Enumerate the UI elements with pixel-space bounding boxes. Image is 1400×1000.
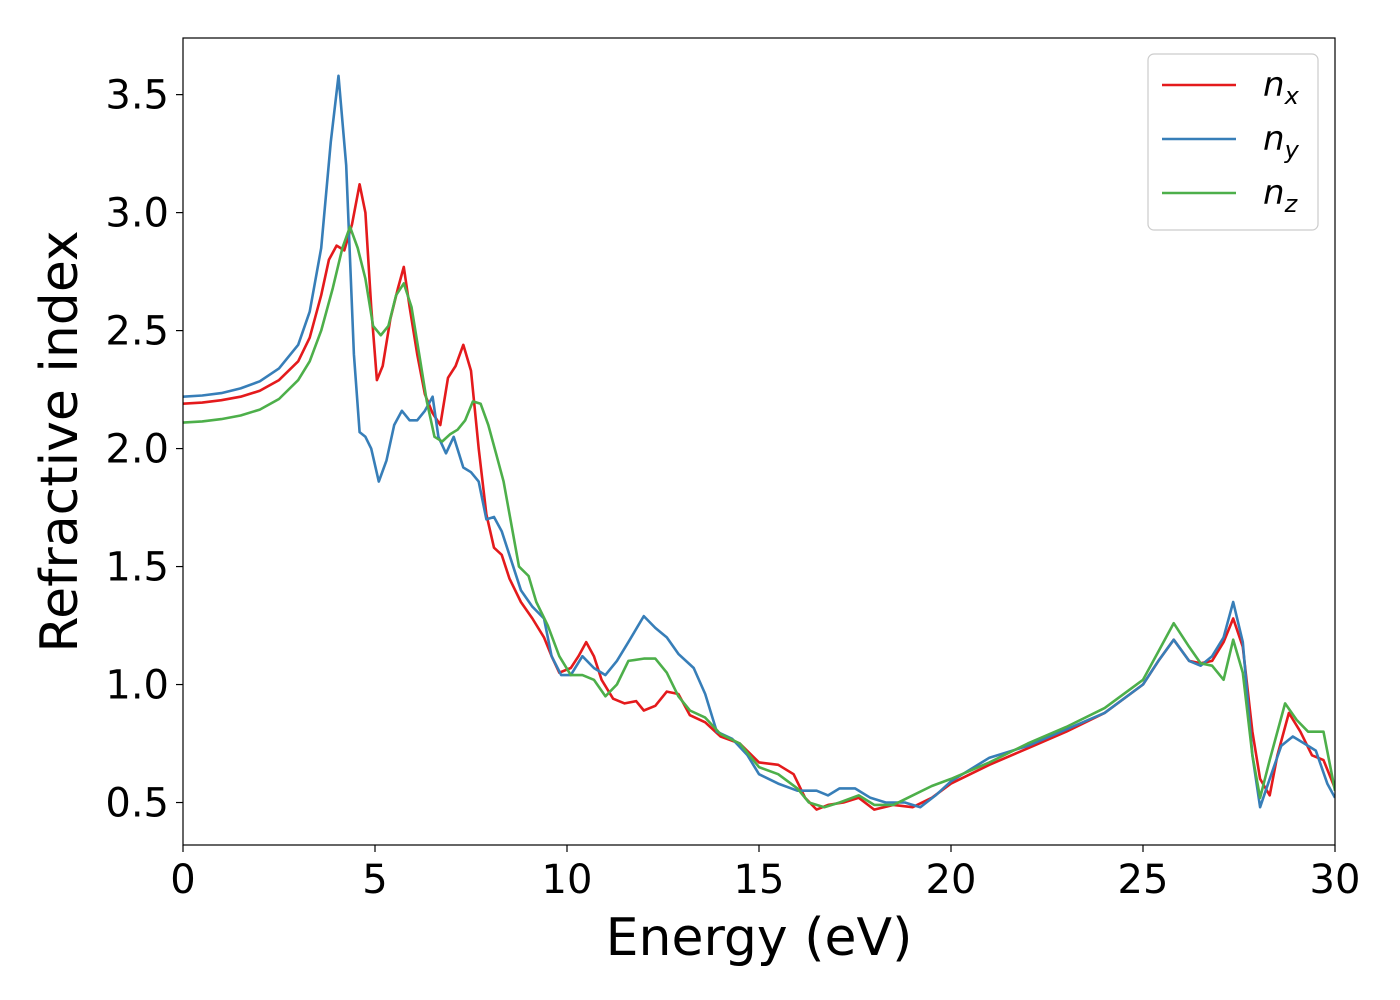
series-layer xyxy=(183,74,1335,811)
x-tick-label: 30 xyxy=(1310,857,1361,903)
x-tick-label: 15 xyxy=(734,857,785,903)
y-tick-label: 1.0 xyxy=(105,663,169,709)
y-axis-label: Refractive index xyxy=(30,230,90,652)
x-tick-label: 5 xyxy=(362,857,387,903)
series-line-x xyxy=(183,183,1335,811)
series-line-y xyxy=(183,74,1335,809)
series-line-z xyxy=(183,225,1335,809)
legend-label-z: nz xyxy=(1263,173,1299,218)
x-axis-label: Energy (eV) xyxy=(606,908,913,968)
x-tick-label: 25 xyxy=(1118,857,1169,903)
y-tick-label: 3.0 xyxy=(105,191,169,237)
x-tick-label: 10 xyxy=(542,857,593,903)
y-tick-label: 3.5 xyxy=(105,73,169,119)
x-axis-ticks: 0 5 10 15 20 25 30 xyxy=(170,845,1360,903)
y-tick-label: 0.5 xyxy=(105,781,169,827)
legend-label-y: ny xyxy=(1263,119,1300,164)
y-tick-label: 2.0 xyxy=(105,427,169,473)
legend: nx ny nz xyxy=(1147,53,1319,231)
y-axis-ticks: 0.5 1.0 1.5 2.0 2.5 3.0 3.5 xyxy=(105,73,183,827)
legend-box xyxy=(1147,53,1319,231)
legend-label-x: nx xyxy=(1263,65,1300,110)
y-tick-label: 2.5 xyxy=(105,309,169,355)
x-tick-label: 0 xyxy=(170,857,195,903)
x-tick-label: 20 xyxy=(926,857,977,903)
y-tick-label: 1.5 xyxy=(105,545,169,591)
